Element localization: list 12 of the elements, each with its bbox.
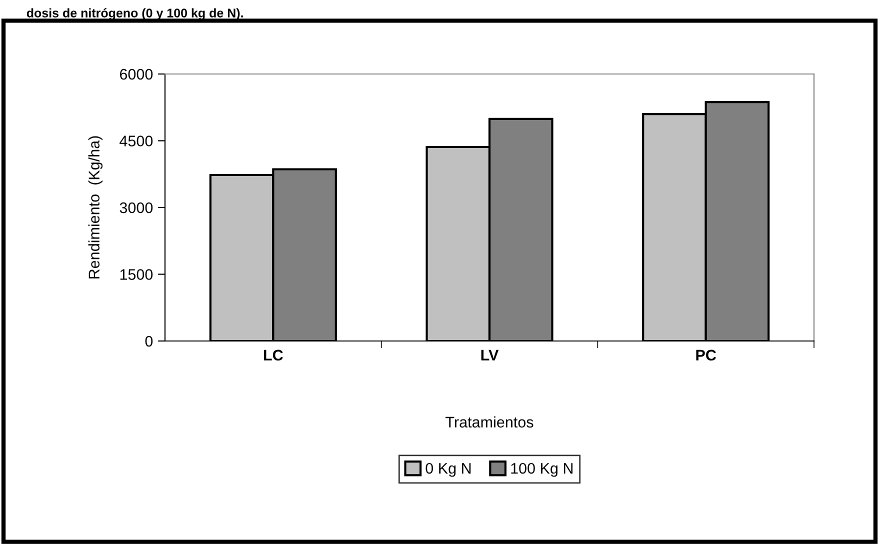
legend-label: 100 Kg N bbox=[511, 462, 572, 477]
y-tick-label: 0 bbox=[145, 336, 153, 347]
x-axis-title: Tratamientos bbox=[446, 416, 534, 428]
y-axis-title: Rendimiento (Kg/ha) bbox=[88, 136, 103, 278]
y-tick-label: 1500 bbox=[120, 269, 153, 280]
y-tick-label: 6000 bbox=[120, 68, 153, 80]
legend-label: 0 Kg N bbox=[426, 462, 471, 477]
x-tick-label: LC bbox=[264, 350, 283, 361]
x-tick-label: PC bbox=[696, 350, 716, 361]
x-tick-label: LV bbox=[481, 350, 499, 360]
y-tick-label: 3000 bbox=[120, 202, 153, 214]
y-tick-label: 4500 bbox=[120, 136, 153, 146]
